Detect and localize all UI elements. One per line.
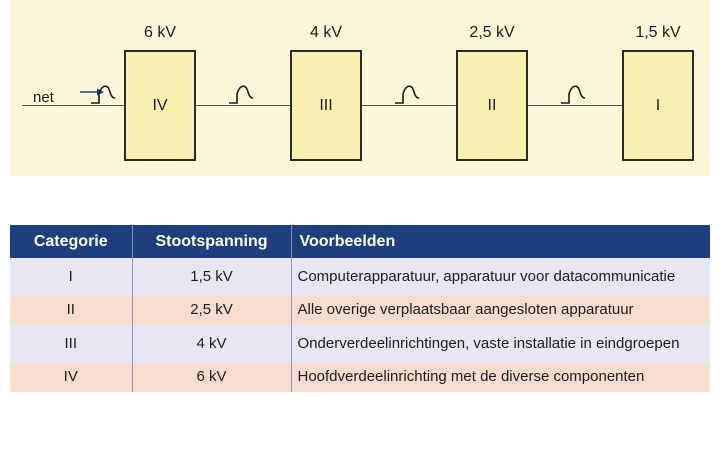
net-label: net <box>33 89 54 106</box>
cell-category: III <box>10 325 133 363</box>
surge-pulse-icon <box>561 85 586 104</box>
cell-category: IV <box>10 363 133 392</box>
category-box-iv: IV <box>124 50 196 161</box>
column-header-voltage: Stootspanning <box>132 225 292 258</box>
wire-iii-ii <box>362 105 456 106</box>
cell-voltage: 6 kV <box>132 363 292 392</box>
column-header-examples: Voorbeelden <box>291 225 710 258</box>
voltage-label: 4 kV <box>309 24 342 41</box>
surge-voltage-table: Categorie Stootspanning Voorbeelden I 1,… <box>10 225 710 392</box>
cell-category: I <box>10 258 133 296</box>
cell-category: II <box>10 296 133 325</box>
box-label: III <box>319 96 333 114</box>
cell-examples: Hoofdverdeelinrichting met de diverse co… <box>291 363 710 392</box>
cell-examples: Computerapparatuur, apparatuur voor data… <box>291 258 710 296</box>
category-box-i: I <box>622 50 694 161</box>
voltage-label: 1,5 kV <box>635 24 681 41</box>
cell-voltage: 4 kV <box>132 325 292 363</box>
surge-pulse-icon <box>395 85 420 104</box>
box-label: II <box>487 96 497 114</box>
table-row: III 4 kV Onderverdeelinrichtingen, vaste… <box>10 325 710 363</box>
surge-category-diagram: net 6 kV 4 kV 2,5 kV 1,5 kV IV III II I <box>10 0 710 176</box>
cell-examples: Alle overige verplaatsbaar aangesloten a… <box>291 296 710 325</box>
box-label: IV <box>152 96 168 114</box>
category-box-iii: III <box>290 50 362 161</box>
surge-pulse-icon <box>91 85 116 104</box>
cell-examples: Onderverdeelinrichtingen, vaste installa… <box>291 325 710 363</box>
surge-pulse-icon <box>229 85 254 104</box>
column-header-category: Categorie <box>10 225 133 258</box>
wire-iv-iii <box>196 105 290 106</box>
wire-ii-i <box>528 105 622 106</box>
table-row: IV 6 kV Hoofdverdeelinrichting met de di… <box>10 363 710 392</box>
table-row: II 2,5 kV Alle overige verplaatsbaar aan… <box>10 296 710 325</box>
voltage-label: 6 kV <box>143 24 176 41</box>
cell-voltage: 2,5 kV <box>132 296 292 325</box>
voltage-label: 2,5 kV <box>469 24 515 41</box>
box-label: I <box>655 96 661 114</box>
cell-voltage: 1,5 kV <box>132 258 292 296</box>
category-box-ii: II <box>456 50 528 161</box>
net-wire <box>22 105 124 106</box>
table-row: I 1,5 kV Computerapparatuur, apparatuur … <box>10 258 710 296</box>
table-header: Categorie Stootspanning Voorbeelden <box>10 225 710 258</box>
